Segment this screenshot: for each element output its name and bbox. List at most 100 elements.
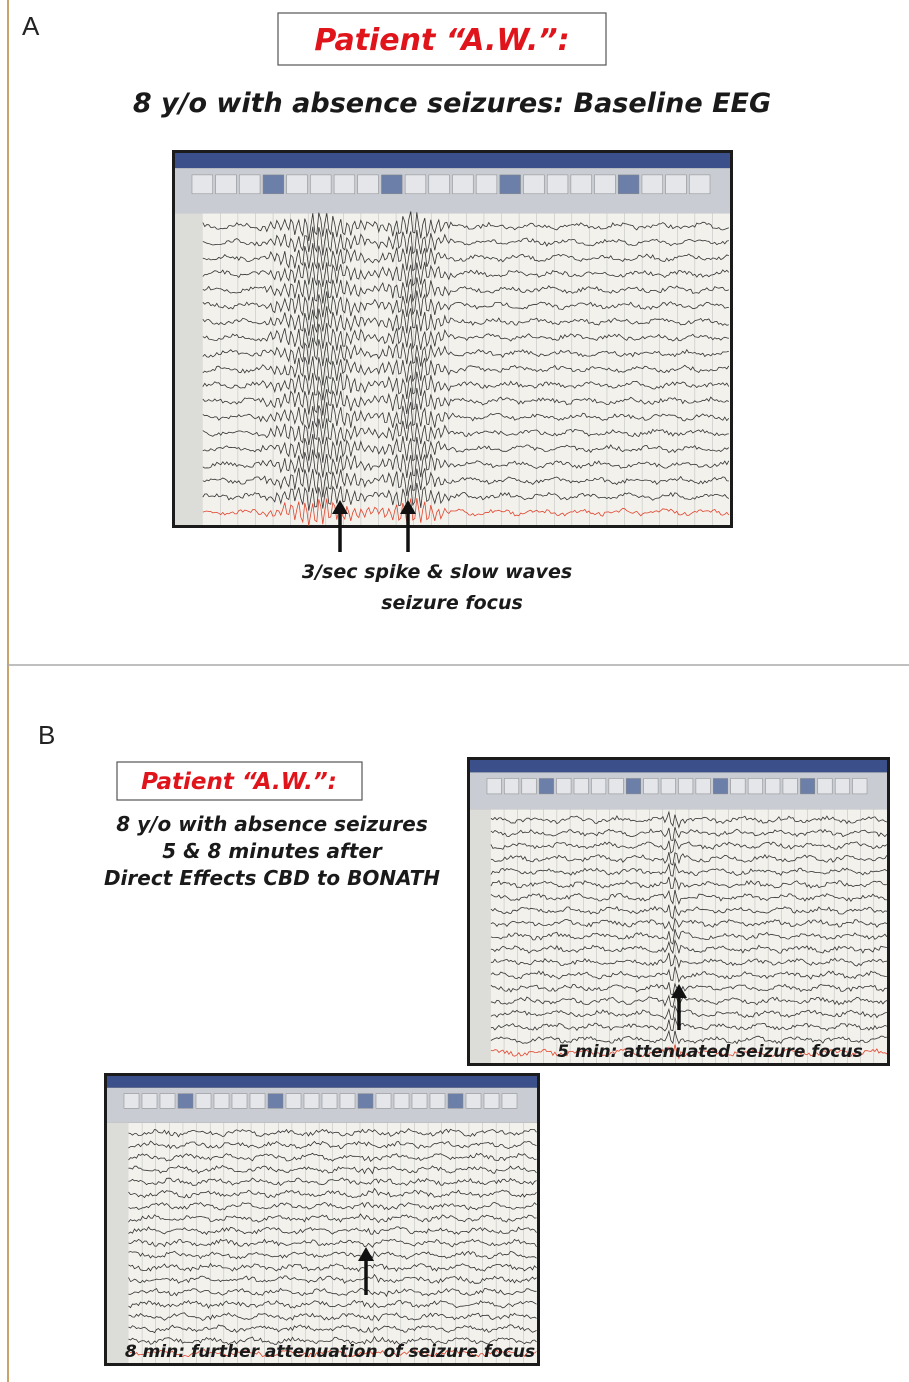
eeg-trace <box>202 418 729 446</box>
toolbar-button <box>310 174 332 195</box>
arrows <box>358 1247 374 1295</box>
toolbar-button <box>556 778 572 795</box>
window-titlebar <box>470 760 887 773</box>
eeg-paper <box>107 1122 537 1363</box>
toolbar-button <box>660 778 676 795</box>
eeg-trace <box>490 939 887 955</box>
toolbar-button <box>730 778 746 795</box>
panel-subtitle: 5 & 8 minutes after <box>162 839 383 863</box>
eeg-trace <box>202 211 729 242</box>
eeg-trace <box>128 1335 537 1346</box>
annotation: seizure focus <box>381 592 523 614</box>
eeg-trace <box>202 498 730 526</box>
toolbar-button <box>452 174 474 195</box>
toolbar-button <box>501 1093 518 1109</box>
eeg-trace <box>202 277 729 304</box>
toolbar-button <box>678 778 694 795</box>
caption: 5 min: attenuated seizure focus <box>557 1042 862 1062</box>
toolbar-button <box>429 1093 446 1109</box>
toolbar-button <box>333 174 356 195</box>
eeg-trace <box>490 1029 887 1045</box>
toolbar-button <box>643 778 659 795</box>
eeg-trace <box>490 852 888 866</box>
toolbar-button <box>239 174 261 195</box>
eeg-trace <box>490 929 888 945</box>
toolbar-button <box>483 1093 500 1109</box>
toolbar-button <box>665 174 687 195</box>
eeg-trace <box>490 982 887 998</box>
panel-label: A <box>22 11 40 41</box>
toolbar-button <box>213 1093 230 1109</box>
toolbar-button <box>404 174 427 195</box>
panel-label: B <box>38 720 55 750</box>
panel-subtitle: Direct Effects CBD to BONATH <box>104 866 440 890</box>
channel-labels <box>175 213 203 526</box>
toolbar-button <box>486 778 502 795</box>
eeg-trace <box>490 952 887 969</box>
annotation: 3/sec spike & slow waves <box>302 561 572 583</box>
toolbar-button <box>267 1093 284 1109</box>
toolbar-button <box>546 174 569 195</box>
eeg-trace <box>128 1128 537 1138</box>
toolbar-button <box>626 778 641 795</box>
toolbar-button <box>521 778 537 795</box>
toolbar-button <box>357 174 379 195</box>
eeg-trace <box>128 1299 537 1309</box>
toolbar-button <box>375 1093 392 1109</box>
eeg-trace <box>202 337 729 367</box>
toolbar-button <box>504 778 520 795</box>
arrows <box>332 500 416 552</box>
panel-subtitle: 8 y/o with absence seizures: Baseline EE… <box>133 88 771 119</box>
eeg-trace <box>202 467 729 498</box>
toolbar-button <box>195 1093 212 1109</box>
title-box <box>277 12 607 66</box>
eeg-trace <box>128 1262 537 1273</box>
eeg-trace <box>490 861 888 877</box>
toolbar-button <box>852 778 868 795</box>
eeg-trace <box>490 827 888 841</box>
toolbar-button <box>538 778 554 795</box>
eeg-trace <box>128 1312 537 1322</box>
toolbar-button <box>475 174 498 195</box>
eeg-trace <box>202 401 730 429</box>
toolbar-button <box>782 778 798 795</box>
toolbar-button <box>747 778 763 795</box>
eeg-trace <box>202 226 729 256</box>
eeg-trace <box>490 1016 888 1032</box>
eeg-trace <box>202 433 730 463</box>
eeg-trace <box>128 1273 537 1284</box>
toolbar-button <box>618 174 640 195</box>
panel-subtitle: 8 y/o with absence seizures <box>116 812 428 836</box>
toolbar-button <box>765 778 781 795</box>
toolbar-button <box>303 1093 320 1109</box>
toolbar-button <box>591 778 607 795</box>
eeg-trace <box>128 1324 537 1334</box>
eeg-trace <box>202 322 729 351</box>
toolbar-button <box>249 1093 266 1109</box>
toolbar-button <box>594 174 616 195</box>
eeg-trace <box>128 1287 537 1298</box>
eeg-trace <box>128 1250 537 1260</box>
eeg-screenshot <box>172 150 733 528</box>
eeg-trace <box>490 837 888 854</box>
eeg-trace <box>202 387 729 416</box>
toolbar-button <box>215 174 237 195</box>
title-box <box>116 761 363 801</box>
toolbar-button <box>321 1093 338 1109</box>
window-titlebar <box>107 1076 537 1088</box>
toolbar-button <box>123 1093 140 1109</box>
eeg-trace <box>128 1213 537 1224</box>
eeg-trace <box>128 1238 537 1248</box>
toolbar-button <box>499 174 521 195</box>
eeg-trace <box>202 243 729 272</box>
toolbar-button <box>191 174 213 195</box>
panel-title: Patient “A.W.”: <box>314 23 569 58</box>
toolbar-button <box>286 174 308 195</box>
toolbar-button <box>177 1093 194 1109</box>
toolbar-button <box>713 778 728 795</box>
window-titlebar <box>175 153 730 169</box>
toolbar-button <box>695 778 711 795</box>
eeg-trace <box>490 904 887 920</box>
eeg-trace <box>202 261 730 288</box>
eeg-trace <box>128 1226 537 1236</box>
